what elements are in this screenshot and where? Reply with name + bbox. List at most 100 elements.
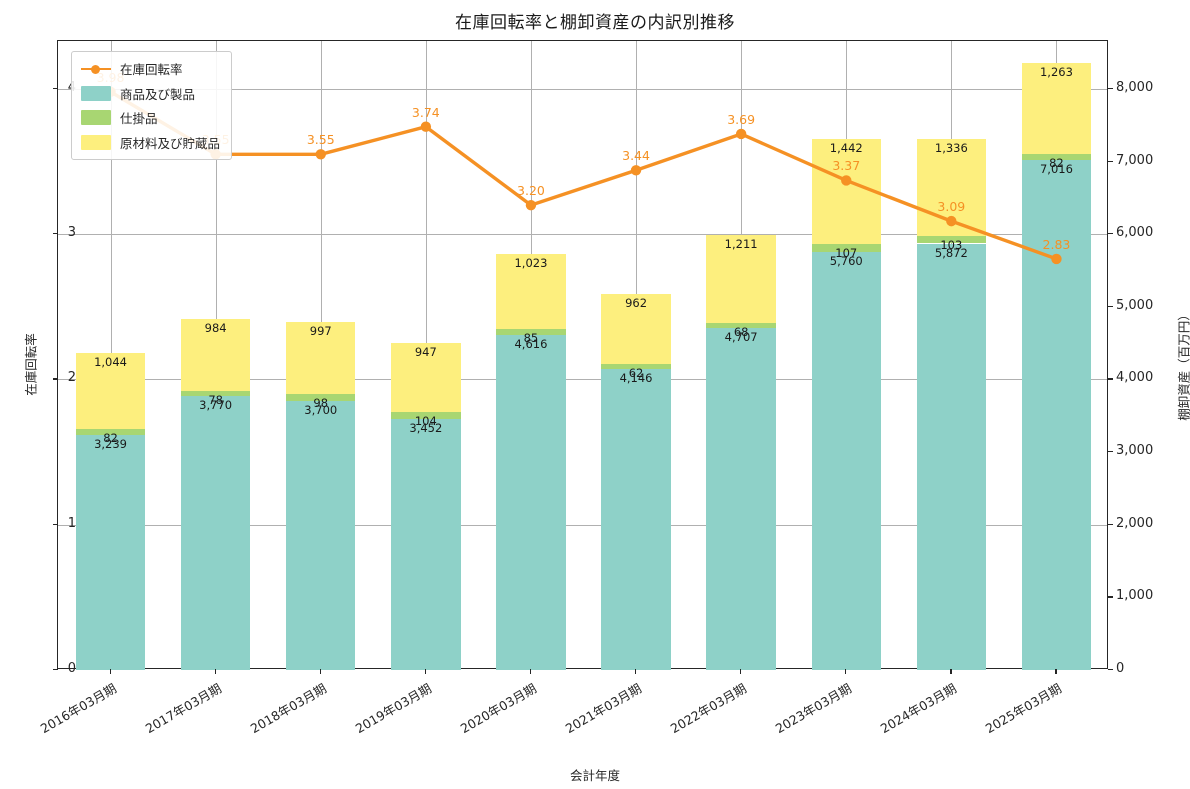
bar-segment-wip [391,411,461,420]
bar-segment-raw [286,321,356,395]
bar-value-label: 104 [414,413,437,428]
x-axis-tick-mark [109,669,111,674]
bar-segment-wip [75,428,146,435]
bar-value-label: 62 [628,366,644,381]
bar-segment-raw [496,254,566,329]
left-axis-title: 在庫回転率 [23,333,39,396]
bar-segment-wip [496,328,566,335]
bar-value-label: 1,211 [724,237,758,252]
legend-color-swatch [81,85,111,101]
x-axis-tick-mark [319,669,321,674]
bar-segment-merchandise [601,368,671,670]
gridline-horizontal [58,88,1107,90]
bar-value-label: 3,700 [304,403,338,418]
left-axis-tick-label: 1 [67,515,76,531]
bar-value-label: 3,452 [409,421,443,436]
right-axis-tick-mark [1108,523,1113,525]
line-value-label: 3.09 [937,199,966,215]
bar-value-label: 947 [414,344,437,359]
left-axis-tick-mark [53,523,58,525]
bar-value-label: 1,442 [829,141,863,156]
bar-value-label: 3,239 [94,436,128,451]
bar-value-label: 82 [1049,156,1064,171]
right-axis-tick-label: 7,000 [1116,152,1154,168]
x-axis-tick-mark [635,669,637,674]
legend-item[interactable]: 在庫回転率 [81,59,220,78]
x-axis-tick-mark [845,669,847,674]
right-axis-tick-mark [1108,160,1113,162]
line-value-label: 2.83 [1042,236,1071,252]
x-axis-tick-mark [950,669,952,674]
bar-value-label: 68 [733,325,749,340]
bar-segment-merchandise [706,328,776,670]
bar-value-label: 1,336 [934,140,968,155]
x-axis-tick-mark [424,669,427,674]
x-axis-tick-mark [1055,669,1057,674]
right-axis-tick-mark [1108,596,1113,598]
right-axis-tick-label: 1,000 [1116,588,1154,604]
bar-value-label: 997 [309,323,332,338]
legend-item-label: 原材料及び貯蔵品 [120,135,221,151]
bar-value-label: 107 [835,245,858,260]
line-value-label: 3.69 [727,111,756,127]
bar-value-label: 962 [625,296,648,311]
chart-title: 在庫回転率と棚卸資産の内訳別推移 [455,13,735,33]
x-axis-tick-mark [529,669,532,674]
bar-segment-wip [180,390,251,397]
bar-segment-merchandise [811,251,881,670]
bar-value-label: 85 [523,330,539,345]
legend-item[interactable]: 原材料及び貯蔵品 [81,133,220,152]
bar-segment-raw [391,342,461,412]
x-axis-tick-mark [214,669,216,674]
legend-item-label: 在庫回転率 [120,62,183,77]
right-axis-tick-mark [1108,378,1113,380]
bar-value-label: 4,707 [724,330,758,345]
bar-segment-raw [75,352,146,429]
left-axis-tick-label: 3 [67,225,76,241]
x-axis-title: 会計年度 [569,768,620,783]
bar-segment-merchandise [391,419,461,670]
bar-segment-wip [601,364,671,369]
legend-item-label: 仕掛品 [120,111,158,126]
legend-color-swatch [81,110,111,125]
bar-segment-merchandise [496,334,566,670]
bar-value-label: 3,770 [199,398,233,413]
left-axis-tick-mark [53,669,58,671]
bar-segment-raw [180,319,251,391]
chart-legend: 在庫回転率商品及び製品 仕掛品原材料及び貯蔵品 [71,51,233,160]
legend-item[interactable]: 商品及び製品 [81,84,220,103]
bar-segment-merchandise [916,243,987,670]
right-axis-tick-label: 4,000 [1116,370,1154,386]
left-axis-tick-mark [53,378,58,380]
bar-segment-wip [706,323,776,329]
bar-value-label: 984 [204,321,227,336]
bar-value-label: 98 [313,396,329,411]
bar-value-label: 78 [208,392,223,407]
right-axis-tick-mark [1108,233,1113,235]
legend-item[interactable]: 仕掛品 [81,108,220,127]
right-axis-tick-mark [1108,451,1113,453]
left-axis-tick-label: 4 [36,80,76,95]
bar-segment-merchandise [75,434,146,670]
right-axis-tick-label: 8,000 [1116,79,1154,95]
left-axis-tick-label: 0 [67,661,76,676]
bar-value-label: 4,616 [514,336,548,351]
right-axis-tick-label: 3,000 [1116,443,1154,459]
bar-segment-raw [601,294,671,365]
x-axis-tick-mark [740,669,742,674]
bar-value-label: 1,044 [94,354,128,369]
bar-value-label: 1,023 [514,256,548,271]
legend-line-marker-icon [81,61,111,76]
line-value-label: 3.44 [622,148,650,164]
right-axis-tick-mark [1108,669,1113,671]
right-axis-tick-label: 0 [1116,661,1125,676]
right-axis-title: 棚卸資産（百万円） [1176,308,1190,421]
gridline-horizontal [58,524,1107,526]
right-axis-tick-mark [1108,87,1113,90]
right-axis-tick-label: 2,000 [1116,515,1154,531]
legend-item-label: 商品及び製品 [120,86,196,102]
bar-segment-merchandise [286,401,356,670]
bar-value-label: 103 [940,238,963,253]
bar-segment-merchandise [180,396,251,670]
